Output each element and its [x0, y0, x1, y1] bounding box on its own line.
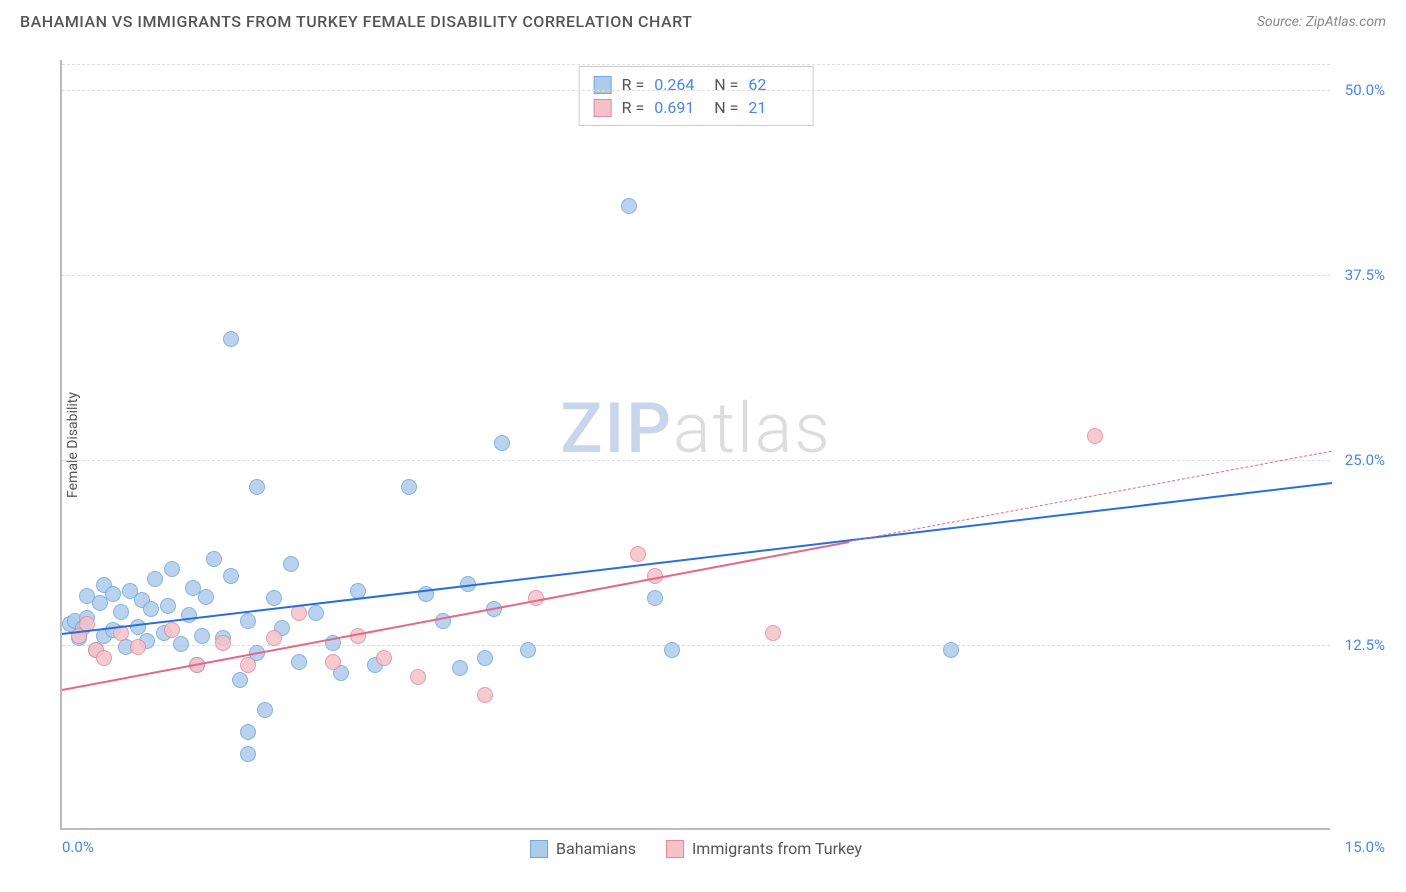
watermark: ZIPatlas	[560, 388, 832, 470]
r-label-1: R =	[622, 75, 645, 94]
data-point	[232, 672, 248, 688]
data-point	[1087, 428, 1103, 444]
gridline	[62, 460, 1330, 461]
data-point	[410, 669, 426, 685]
data-point	[621, 198, 637, 214]
y-tick-label: 12.5%	[1335, 636, 1385, 654]
x-tick-label: 15.0%	[1345, 838, 1385, 856]
data-point	[240, 613, 256, 629]
data-point	[452, 660, 468, 676]
data-point	[143, 601, 159, 617]
data-point	[130, 619, 146, 635]
data-point	[173, 636, 189, 652]
legend-item-2: Immigrants from Turkey	[666, 839, 862, 858]
data-point	[96, 650, 112, 666]
chart-container: Female Disability ZIPatlas R = 0.264 N =…	[50, 60, 1380, 830]
chart-title: BAHAMIAN VS IMMIGRANTS FROM TURKEY FEMAL…	[20, 12, 692, 31]
data-point	[494, 435, 510, 451]
trend-line-extrapolated	[849, 451, 1332, 542]
y-tick-label: 50.0%	[1335, 81, 1385, 99]
gridline	[62, 64, 1330, 65]
data-point	[240, 657, 256, 673]
chart-source: Source: ZipAtlas.com	[1257, 14, 1386, 30]
trend-line	[62, 482, 1332, 635]
y-tick-label: 25.0%	[1335, 451, 1385, 469]
data-point	[240, 724, 256, 740]
n-label-2: N =	[714, 98, 738, 117]
swatch-series2	[594, 99, 612, 117]
data-point	[130, 639, 146, 655]
data-point	[520, 642, 536, 658]
data-point	[630, 546, 646, 562]
data-point	[477, 687, 493, 703]
n-value-1: 62	[748, 75, 798, 94]
gridline	[62, 90, 1330, 91]
data-point	[376, 650, 392, 666]
data-point	[647, 590, 663, 606]
data-point	[765, 625, 781, 641]
data-point	[477, 650, 493, 666]
data-point	[147, 571, 163, 587]
data-point	[266, 630, 282, 646]
r-value-1: 0.264	[654, 75, 704, 94]
plot-area: ZIPatlas R = 0.264 N = 62 R = 0.691 N = …	[60, 60, 1330, 830]
legend-item-1: Bahamians	[530, 839, 636, 858]
data-point	[240, 746, 256, 762]
data-point	[401, 479, 417, 495]
stats-row-1: R = 0.264 N = 62	[594, 73, 799, 96]
r-label-2: R =	[622, 98, 645, 117]
data-point	[160, 598, 176, 614]
legend-bottom: Bahamians Immigrants from Turkey	[530, 839, 862, 858]
y-tick-label: 37.5%	[1335, 266, 1385, 284]
data-point	[283, 556, 299, 572]
n-label-1: N =	[714, 75, 738, 94]
stats-row-2: R = 0.691 N = 21	[594, 96, 799, 119]
watermark-zip: ZIP	[560, 388, 673, 470]
data-point	[943, 642, 959, 658]
data-point	[105, 586, 121, 602]
legend-label-1: Bahamians	[556, 839, 636, 858]
data-point	[206, 551, 222, 567]
n-value-2: 21	[748, 98, 798, 117]
data-point	[266, 590, 282, 606]
data-point	[325, 654, 341, 670]
swatch-series1	[594, 76, 612, 94]
data-point	[164, 561, 180, 577]
chart-header: BAHAMIAN VS IMMIGRANTS FROM TURKEY FEMAL…	[0, 0, 1406, 39]
x-tick-label: 0.0%	[62, 838, 94, 856]
data-point	[223, 331, 239, 347]
data-point	[291, 654, 307, 670]
legend-label-2: Immigrants from Turkey	[692, 839, 862, 858]
data-point	[249, 479, 265, 495]
data-point	[198, 589, 214, 605]
legend-swatch-1	[530, 840, 548, 858]
data-point	[164, 622, 180, 638]
data-point	[664, 642, 680, 658]
legend-swatch-2	[666, 840, 684, 858]
data-point	[194, 628, 210, 644]
data-point	[223, 568, 239, 584]
data-point	[308, 605, 324, 621]
gridline	[62, 275, 1330, 276]
stats-legend-box: R = 0.264 N = 62 R = 0.691 N = 21	[579, 66, 814, 126]
r-value-2: 0.691	[654, 98, 704, 117]
data-point	[257, 702, 273, 718]
data-point	[113, 604, 129, 620]
data-point	[291, 605, 307, 621]
watermark-atlas: atlas	[673, 388, 832, 470]
data-point	[215, 635, 231, 651]
